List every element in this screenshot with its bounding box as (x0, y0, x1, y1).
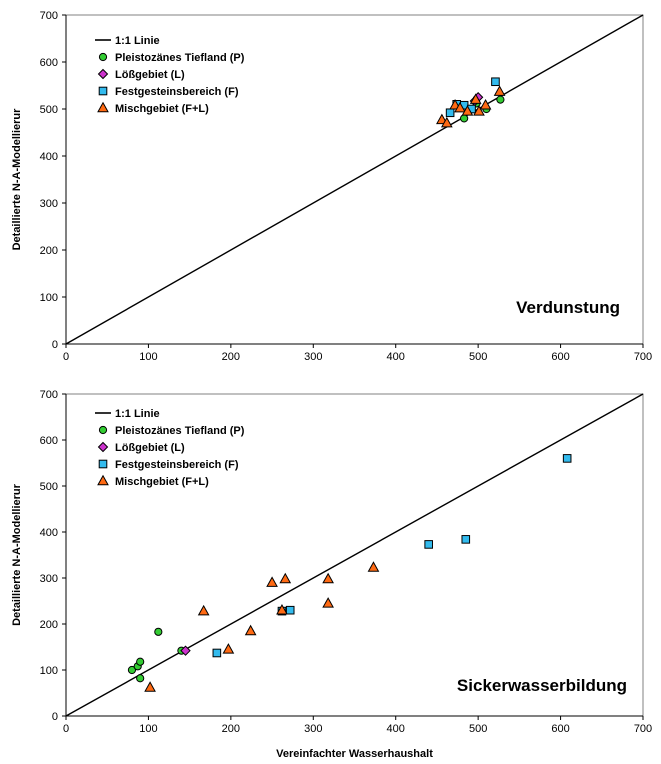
data-point-square (285, 605, 295, 615)
data-point-triangle (473, 105, 485, 116)
legend-entry-label: Mischgebiet (F+L) (115, 476, 209, 488)
data-point-triangle (454, 101, 466, 113)
x-tick-label: 700 (634, 723, 652, 735)
x-tick-label: 300 (304, 351, 322, 363)
data-point-square (461, 535, 471, 544)
data-point-triangle (440, 116, 453, 128)
y-axis-label: Detaillierte N-A-Modellierur (11, 483, 23, 626)
data-point-diamond (180, 645, 191, 656)
legend-marker-triangle (97, 474, 109, 486)
data-point-triangle (469, 93, 482, 104)
y-tick-label: 400 (40, 151, 58, 163)
y-tick-label: 400 (40, 527, 58, 539)
data-point-triangle (322, 597, 334, 608)
y-tick-label: 700 (40, 389, 58, 401)
data-point-circle (127, 665, 137, 675)
x-tick-label: 400 (387, 723, 405, 735)
data-point-circle (154, 627, 163, 636)
legend-marker-square (98, 459, 108, 469)
reference-line-1to1 (65, 393, 644, 717)
data-point-triangle (144, 681, 156, 692)
data-point-square (491, 77, 500, 87)
data-point-square (212, 648, 222, 658)
legend: 1:1 Linie Pleistozänes Tiefland (P) Lößgeb… (95, 35, 245, 115)
y-tick-label: 100 (40, 665, 58, 677)
reference-line-1to1 (65, 14, 644, 345)
chart-annotation: Sickerwasserbildung (457, 676, 627, 695)
legend-marker-diamond (97, 441, 109, 453)
data-point-triangle (222, 643, 235, 654)
y-tick-label: 100 (40, 292, 58, 304)
x-tick-label: 200 (222, 351, 240, 363)
x-tick-label: 400 (387, 351, 405, 363)
data-point-triangle (197, 604, 210, 616)
y-tick-label: 700 (40, 10, 58, 22)
legend-entry-label: Lößgebiet (L) (115, 69, 185, 81)
data-point-square (445, 108, 455, 118)
legend-entry-label: 1:1 Linie (115, 35, 160, 47)
y-tick-label: 500 (40, 481, 58, 493)
data-point-square (562, 454, 572, 463)
x-tick-label: 500 (469, 723, 487, 735)
data-point-triangle (244, 624, 257, 636)
y-tick-label: 0 (52, 711, 58, 723)
x-tick-label: 200 (222, 723, 240, 735)
x-tick-label: 100 (139, 351, 157, 363)
x-tick-label: 0 (63, 723, 69, 735)
legend-entry-label: Festgesteinsbereich (F) (115, 459, 239, 471)
legend-marker-circle (98, 52, 108, 62)
x-tick-label: 600 (551, 351, 569, 363)
legend-marker-square (98, 86, 108, 96)
data-point-triangle (493, 85, 506, 96)
chart-sickerwasserbildung: 0 100 200 300 400 500 600 700 0 100 200 300 400 500 60… (11, 389, 652, 760)
legend-entry-label: 1:1 Linie (115, 408, 160, 420)
chart-annotation: Verdunstung (516, 298, 620, 317)
legend: 1:1 Linie Pleistozänes Tiefland (P) Lößgeb… (95, 408, 245, 488)
chart-verdunstung: 0 100 200 300 400 500 600 700 0 100 200 300 400 500 60… (11, 10, 652, 363)
x-tick-label: 300 (304, 723, 322, 735)
data-point-circle (136, 674, 145, 683)
legend-entry-label: Mischgebiet (F+L) (115, 103, 209, 115)
x-tick-label: 500 (469, 351, 487, 363)
data-point-triangle (266, 576, 278, 587)
data-point-triangle (479, 99, 492, 110)
data-point-circle (460, 114, 469, 123)
data-point-triangle (322, 572, 334, 584)
legend-entry-label: Pleistozänes Tiefland (P) (115, 425, 245, 437)
legend-marker-diamond (97, 68, 109, 80)
data-point-circle (136, 657, 145, 666)
y-tick-label: 300 (40, 198, 58, 210)
data-point-circle (496, 95, 505, 104)
data-point-triangle (276, 603, 288, 615)
x-axis-label: Vereinfachter Wasserhaushalt (276, 748, 433, 760)
y-tick-label: 200 (40, 619, 58, 631)
data-point-triangle (461, 105, 474, 116)
x-tick-label: 700 (634, 351, 652, 363)
data-point-square (424, 540, 433, 549)
data-point-triangle (279, 572, 292, 584)
data-point-triangle (367, 561, 380, 572)
y-tick-label: 600 (40, 57, 58, 69)
y-tick-label: 300 (40, 573, 58, 585)
y-tick-label: 200 (40, 245, 58, 257)
legend-entry-label: Pleistozänes Tiefland (P) (115, 52, 245, 64)
legend-entry-label: Lößgebiet (L) (115, 442, 185, 454)
legend-marker-triangle (97, 101, 109, 113)
x-tick-label: 100 (139, 723, 157, 735)
legend-marker-circle (98, 425, 108, 435)
x-tick-label: 0 (63, 351, 69, 363)
x-tick-label: 600 (551, 723, 569, 735)
y-axis-label: Detaillierte N-A-Modellierur (11, 108, 23, 251)
y-tick-label: 0 (52, 339, 58, 351)
legend-entry-label: Festgesteinsbereich (F) (115, 86, 239, 98)
y-tick-label: 500 (40, 104, 58, 116)
y-tick-label: 600 (40, 435, 58, 447)
